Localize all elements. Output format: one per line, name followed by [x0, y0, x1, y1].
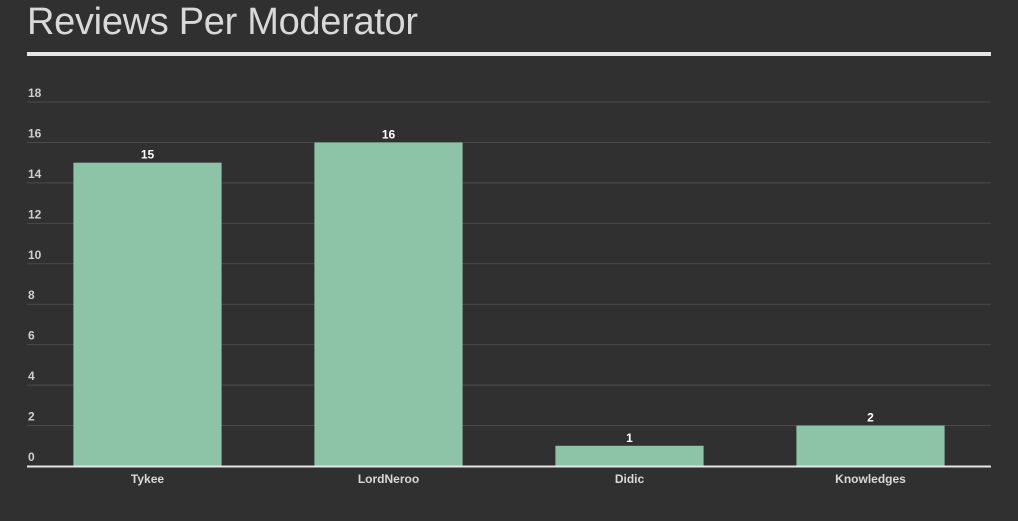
y-tick-label: 6 [28, 329, 35, 343]
y-tick-label: 10 [28, 248, 42, 262]
y-tick-label: 14 [28, 167, 42, 181]
x-tick-label: Knowledges [835, 472, 906, 486]
bar [796, 425, 945, 466]
x-tick-label: Tykee [131, 472, 164, 486]
y-tick-label: 2 [28, 410, 35, 424]
bar [314, 142, 463, 466]
data-label: 2 [867, 411, 874, 425]
y-axis-ticks: 0 2 4 6 8 10 12 14 16 18 [28, 86, 42, 464]
data-labels: 15 16 1 2 [141, 127, 874, 444]
y-tick-label: 0 [28, 450, 35, 464]
bar [555, 445, 704, 466]
bar [73, 162, 222, 466]
chart-title: Reviews Per Moderator [27, 1, 418, 43]
x-tick-label: LordNeroo [358, 472, 419, 486]
y-tick-label: 8 [28, 288, 35, 302]
data-label: 15 [141, 148, 155, 162]
title-divider [27, 52, 991, 56]
y-tick-label: 12 [28, 207, 42, 221]
y-tick-label: 16 [28, 126, 42, 140]
x-axis-ticks: Tykee LordNeroo Didic Knowledges [131, 472, 906, 486]
data-label: 1 [626, 431, 633, 445]
bars [73, 142, 945, 466]
y-tick-label: 18 [28, 86, 42, 100]
x-tick-label: Didic [615, 472, 645, 486]
data-label: 16 [382, 127, 396, 141]
y-tick-label: 4 [28, 369, 35, 383]
